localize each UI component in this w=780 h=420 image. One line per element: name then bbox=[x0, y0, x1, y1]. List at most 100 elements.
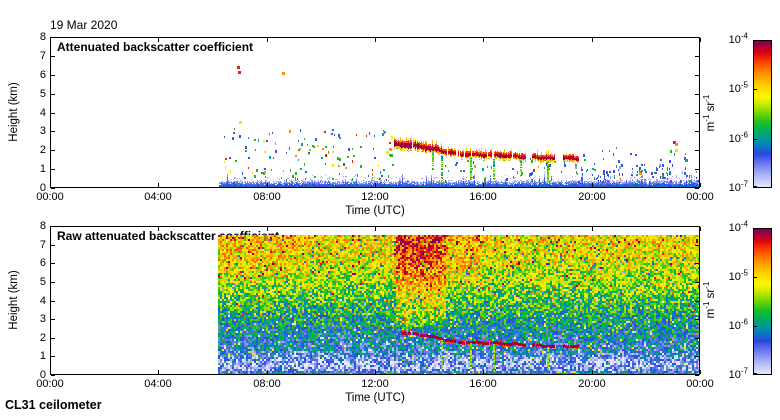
panel1-xaxis-title: Time (UTC) bbox=[345, 205, 405, 217]
y-tick-right bbox=[695, 188, 699, 189]
x-tick-top bbox=[483, 38, 484, 42]
y-tick-right bbox=[695, 150, 699, 151]
x-tick-label: 16:00 bbox=[469, 378, 497, 390]
y-tick-right bbox=[695, 301, 699, 302]
x-tick bbox=[700, 183, 701, 187]
x-tick-label: 00:00 bbox=[36, 378, 64, 390]
x-tick-label: 12:00 bbox=[361, 378, 389, 390]
colorbar-tick bbox=[754, 326, 757, 327]
panel2-yaxis-title: Height (km) bbox=[8, 270, 20, 330]
x-tick-top bbox=[700, 227, 701, 231]
y-tick-right bbox=[695, 169, 699, 170]
x-tick-top bbox=[592, 227, 593, 231]
colorbar-tick-label: 10-7 bbox=[728, 179, 748, 194]
x-tick bbox=[158, 183, 159, 187]
y-tick bbox=[51, 150, 55, 151]
x-tick-label: 00:00 bbox=[686, 191, 714, 203]
y-tick bbox=[51, 75, 55, 76]
y-tick-label: 0 bbox=[39, 182, 46, 194]
y-tick bbox=[51, 282, 55, 283]
x-tick bbox=[592, 370, 593, 374]
y-tick bbox=[51, 169, 55, 170]
x-tick-top bbox=[158, 38, 159, 42]
y-tick-label: 6 bbox=[39, 257, 46, 269]
colorbar-tick-label: 10-4 bbox=[728, 31, 748, 46]
y-tick bbox=[51, 375, 55, 376]
y-tick bbox=[51, 37, 55, 38]
y-tick-right bbox=[695, 75, 699, 76]
y-tick-label: 7 bbox=[39, 50, 46, 62]
y-tick bbox=[51, 338, 55, 339]
y-tick-right bbox=[695, 375, 699, 376]
y-tick-label: 7 bbox=[39, 239, 46, 251]
x-tick-top bbox=[375, 227, 376, 231]
x-tick bbox=[592, 183, 593, 187]
x-tick-label: 00:00 bbox=[36, 191, 64, 203]
x-tick-top bbox=[50, 38, 51, 42]
colorbar-tick bbox=[754, 277, 757, 278]
y-tick bbox=[51, 56, 55, 57]
colorbar-tick-label: 10-4 bbox=[728, 219, 748, 234]
x-tick-top bbox=[375, 38, 376, 42]
colorbar-tick-label: 10-6 bbox=[728, 130, 748, 145]
x-tick bbox=[267, 183, 268, 187]
y-tick-right bbox=[695, 356, 699, 357]
colorbar-tick bbox=[754, 186, 757, 187]
x-tick-top bbox=[592, 38, 593, 42]
y-tick-label: 5 bbox=[39, 88, 46, 100]
y-tick bbox=[51, 226, 55, 227]
y-tick-label: 4 bbox=[39, 107, 46, 119]
attenuated-backscatter-heatmap bbox=[50, 37, 700, 188]
y-tick bbox=[51, 245, 55, 246]
y-tick bbox=[51, 356, 55, 357]
colorbar-tick-label: 10-6 bbox=[728, 317, 748, 332]
raw-backscatter-heatmap bbox=[50, 226, 700, 375]
colorbar-tick bbox=[754, 89, 757, 90]
colorbar-tick bbox=[754, 373, 757, 374]
x-tick-top bbox=[50, 227, 51, 231]
y-tick-right bbox=[695, 226, 699, 227]
x-tick-top bbox=[267, 227, 268, 231]
x-tick-top bbox=[700, 38, 701, 42]
panel2-xaxis-title: Time (UTC) bbox=[345, 392, 405, 404]
y-tick-label: 1 bbox=[39, 163, 46, 175]
x-tick-label: 08:00 bbox=[253, 378, 281, 390]
y-tick-label: 2 bbox=[39, 144, 46, 156]
colorbar-tick bbox=[754, 228, 757, 229]
x-tick-label: 00:00 bbox=[686, 378, 714, 390]
x-tick-label: 08:00 bbox=[253, 191, 281, 203]
y-tick bbox=[51, 319, 55, 320]
x-tick bbox=[50, 183, 51, 187]
x-tick bbox=[483, 183, 484, 187]
y-tick bbox=[51, 131, 55, 132]
y-tick-right bbox=[695, 319, 699, 320]
panel1-yaxis-title: Height (km) bbox=[8, 82, 20, 142]
y-tick-label: 1 bbox=[39, 350, 46, 362]
colorbar-frame bbox=[753, 40, 772, 188]
y-tick-right bbox=[695, 263, 699, 264]
colorbar-tick-label: 10-5 bbox=[728, 80, 748, 95]
y-tick bbox=[51, 188, 55, 189]
x-tick-label: 04:00 bbox=[144, 191, 172, 203]
y-tick bbox=[51, 113, 55, 114]
x-tick-label: 20:00 bbox=[578, 378, 606, 390]
x-tick-top bbox=[267, 38, 268, 42]
x-tick-label: 16:00 bbox=[469, 191, 497, 203]
y-tick-right bbox=[695, 94, 699, 95]
y-tick-label: 6 bbox=[39, 69, 46, 81]
y-tick-label: 2 bbox=[39, 332, 46, 344]
x-tick bbox=[483, 370, 484, 374]
x-tick bbox=[375, 183, 376, 187]
instrument-label: CL31 ceilometer bbox=[5, 398, 102, 412]
colorbar-tick bbox=[754, 139, 757, 140]
y-tick-label: 3 bbox=[39, 125, 46, 137]
y-tick-label: 5 bbox=[39, 276, 46, 288]
y-tick bbox=[51, 301, 55, 302]
x-tick bbox=[50, 370, 51, 374]
x-tick-top bbox=[483, 227, 484, 231]
y-tick-right bbox=[695, 338, 699, 339]
y-tick bbox=[51, 263, 55, 264]
x-tick-label: 12:00 bbox=[361, 191, 389, 203]
y-tick-label: 8 bbox=[39, 220, 46, 232]
